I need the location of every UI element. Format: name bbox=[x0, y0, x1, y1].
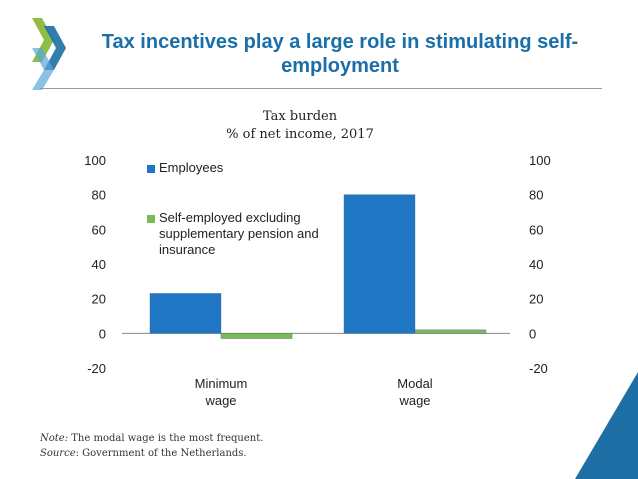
chart-title: Tax burden bbox=[262, 109, 338, 124]
y-tick-label-right: 60 bbox=[529, 222, 543, 237]
chart-subtitle: % of net income, 2017 bbox=[226, 127, 374, 142]
oecd-logo bbox=[32, 18, 66, 90]
y-tick-label-left: 0 bbox=[99, 326, 106, 341]
x-category-label: Modal bbox=[397, 376, 433, 391]
y-tick-label-right: 40 bbox=[529, 257, 543, 272]
footnotes: Note: The modal wage is the most frequen… bbox=[40, 431, 263, 461]
y-tick-label-left: -20 bbox=[87, 361, 106, 376]
y-tick-label-right: 0 bbox=[529, 326, 536, 341]
y-tick-label-left: 20 bbox=[92, 292, 106, 307]
source-line: Source: Government of the Netherlands. bbox=[40, 446, 263, 461]
legend-label-self-employed: Self-employed excluding supplementary pe… bbox=[159, 210, 319, 257]
y-tick-label-right: -20 bbox=[529, 361, 548, 376]
chart-legend: Employees Self-employed excluding supple… bbox=[147, 160, 319, 258]
slide-title: Tax incentives play a large role in stim… bbox=[101, 31, 579, 77]
x-category-label: Minimum bbox=[195, 376, 248, 391]
y-tick-label-left: 40 bbox=[92, 257, 106, 272]
x-category-label: wage bbox=[398, 393, 430, 408]
bar-employees-0 bbox=[149, 293, 222, 334]
source-text: : Government of the Netherlands. bbox=[75, 448, 247, 459]
note-label: Note: bbox=[40, 433, 69, 444]
legend-item-employees: Employees bbox=[147, 160, 319, 176]
y-tick-label-left: 80 bbox=[92, 188, 106, 203]
bar-self-employed-1 bbox=[414, 329, 487, 334]
y-tick-label-right: 100 bbox=[529, 153, 551, 168]
y-tick-label-left: 60 bbox=[92, 222, 106, 237]
legend-item-self-employed: Self-employed excluding supplementary pe… bbox=[147, 210, 319, 258]
title-divider bbox=[40, 88, 602, 89]
note-line: Note: The modal wage is the most frequen… bbox=[40, 431, 263, 446]
legend-swatch-employees bbox=[147, 165, 155, 173]
y-tick-label-left: 100 bbox=[84, 153, 106, 168]
x-category-label: wage bbox=[204, 393, 236, 408]
source-label: Source bbox=[40, 448, 76, 459]
bar-self-employed-0 bbox=[220, 333, 293, 339]
legend-swatch-self-employed bbox=[147, 215, 155, 223]
legend-label-employees: Employees bbox=[159, 160, 224, 175]
bar-employees-1 bbox=[343, 194, 416, 334]
y-tick-label-right: 80 bbox=[529, 188, 543, 203]
chart-heading: Tax burden % of net income, 2017 bbox=[150, 108, 450, 144]
note-text: The modal wage is the most frequent. bbox=[68, 433, 264, 444]
y-tick-label-right: 20 bbox=[529, 292, 543, 307]
